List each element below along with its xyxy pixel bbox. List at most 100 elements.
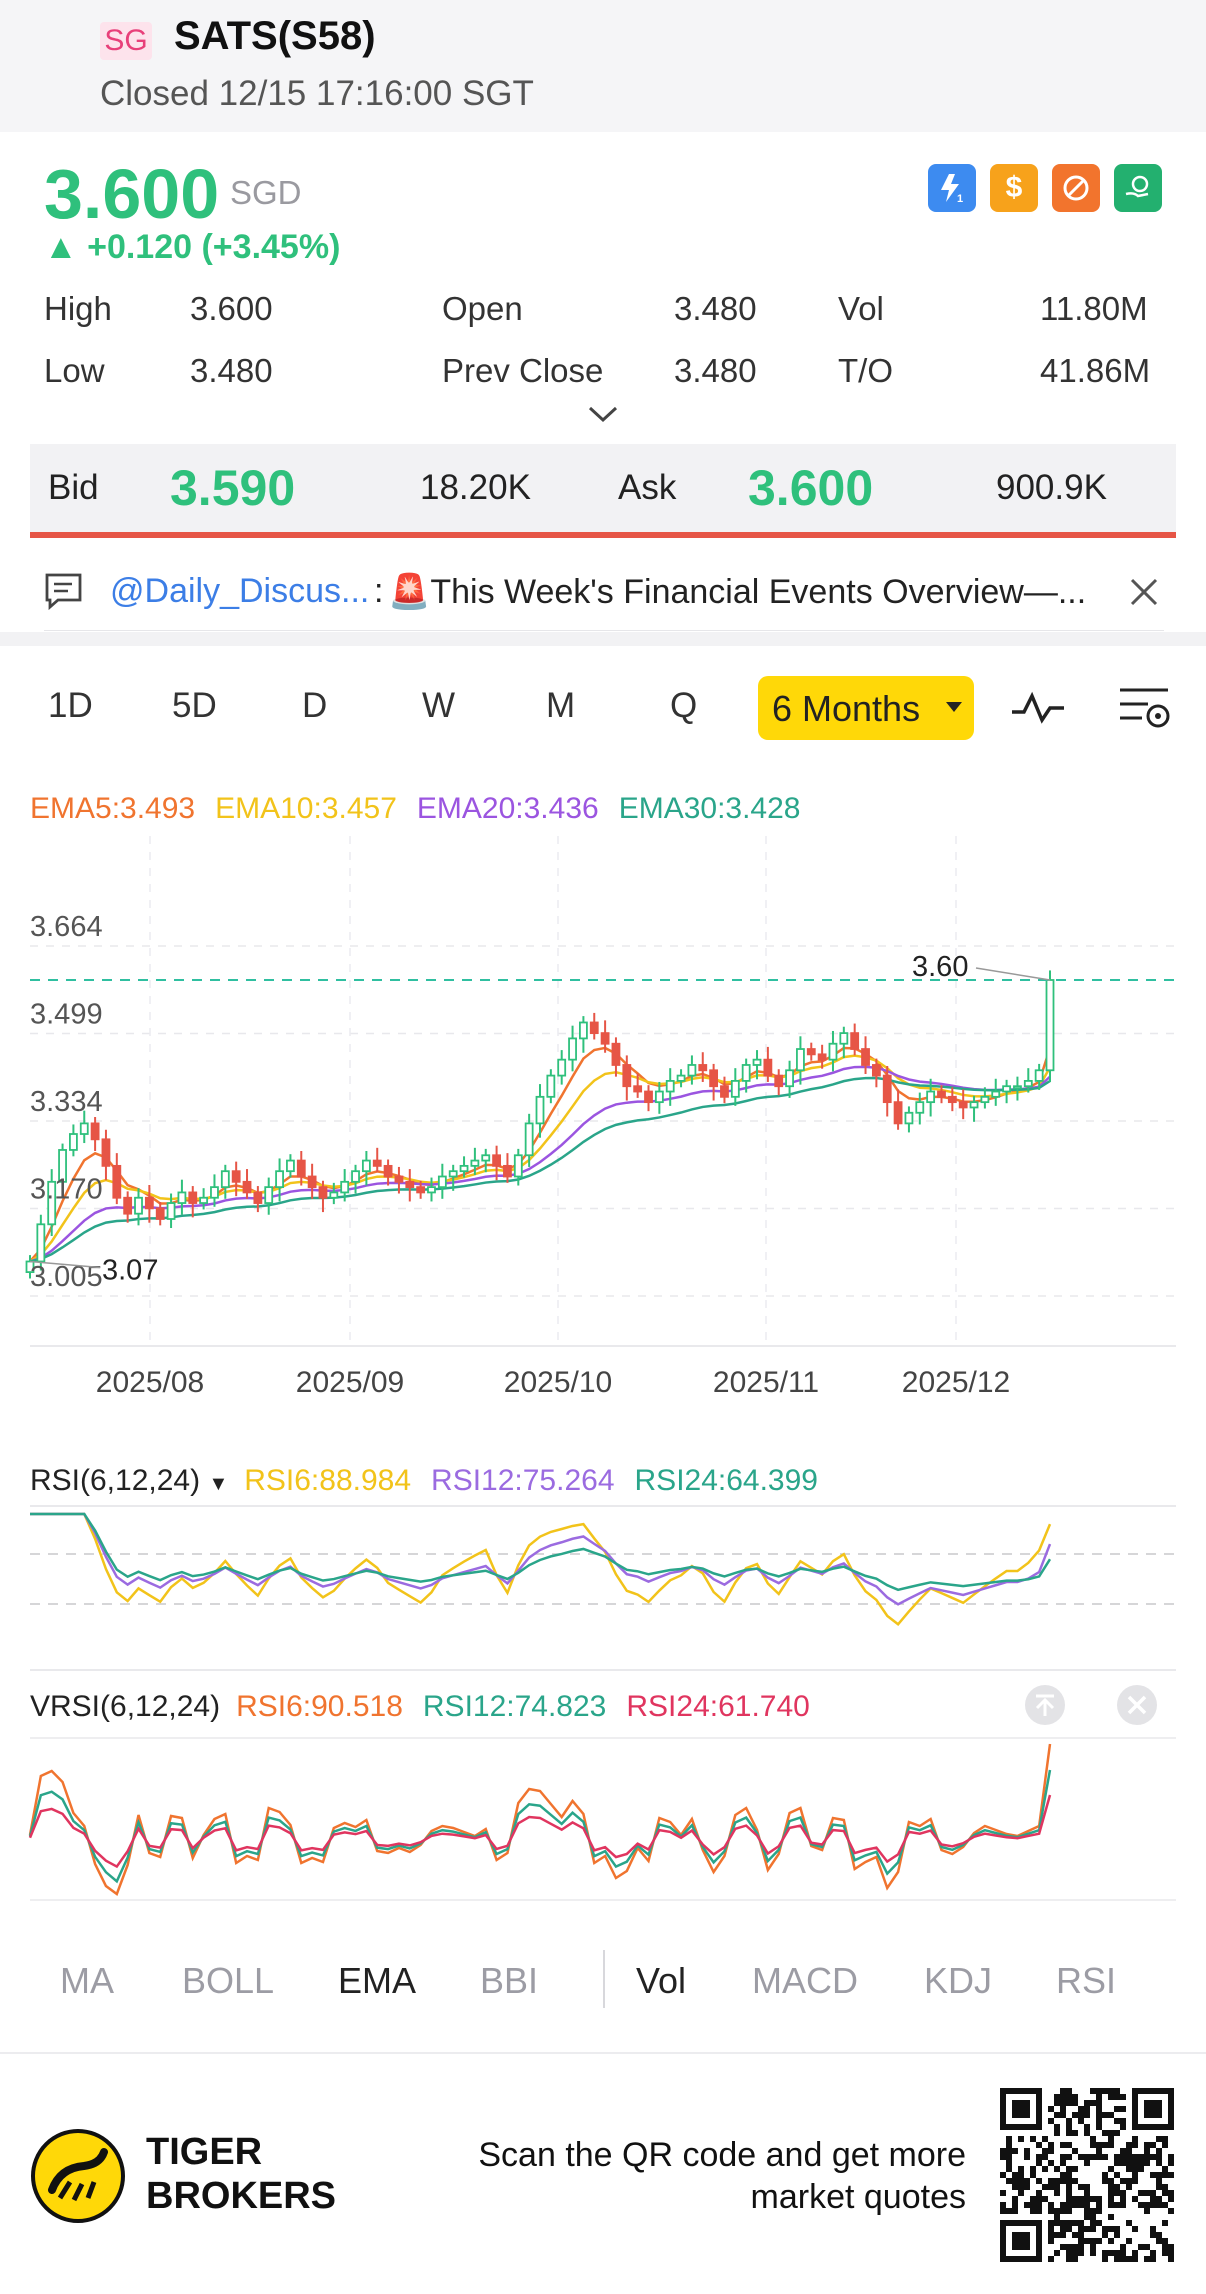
x-tick-label: 2025/10 (504, 1366, 612, 1399)
qr-module (1162, 2184, 1168, 2190)
comment-icon (45, 573, 82, 610)
qr-module (1132, 2160, 1138, 2166)
qr-module (1162, 2190, 1168, 2196)
qr-module (1066, 2250, 1072, 2256)
currency: SGD (230, 174, 302, 211)
candle-body (568, 1037, 577, 1061)
tab-macd[interactable]: MACD (752, 1960, 858, 2001)
candle-body (199, 1196, 209, 1204)
y-tick-label: 3.334 (30, 1086, 103, 1118)
vrsi-chart[interactable] (0, 1730, 1206, 1910)
tiger-logo-icon (31, 2129, 125, 2223)
qr-module (1018, 2172, 1024, 2178)
indicator-wave-icon[interactable] (1010, 686, 1066, 730)
qr-module (1066, 2220, 1072, 2226)
candle-body (600, 1032, 610, 1045)
candle-body (1002, 1085, 1011, 1093)
tab-range-dropdown[interactable]: 6 Months (758, 676, 974, 740)
hand-coin-icon[interactable] (1114, 164, 1162, 212)
qr-module (1066, 2118, 1072, 2124)
qr-module (1012, 2196, 1018, 2202)
tab-week[interactable]: W (422, 686, 456, 725)
candle-body (752, 1058, 762, 1066)
qr-module (1150, 2232, 1156, 2238)
tab-vol[interactable]: Vol (636, 1960, 687, 2001)
turnover-value: 41.86M (1040, 352, 1151, 389)
qr-module (1156, 2178, 1162, 2184)
rsi-dropdown-icon[interactable]: ▼ (208, 1473, 229, 1495)
turnover-label: T/O (838, 352, 893, 389)
candle-body (340, 1180, 350, 1194)
rsi-chart[interactable] (0, 1504, 1206, 1684)
qr-module (1138, 2154, 1144, 2160)
qr-module (1036, 2208, 1042, 2214)
qr-module (1072, 2094, 1078, 2100)
tab-ma[interactable]: MA (60, 1960, 114, 2001)
tab-ema[interactable]: EMA (338, 1960, 417, 2001)
qr-module (1090, 2226, 1096, 2232)
tab-range-label: 6 Months (772, 688, 921, 729)
news-author[interactable]: @Daily_Discus... (110, 572, 370, 610)
ema30-legend: EMA30:3.428 (618, 792, 801, 825)
qr-module (1054, 2094, 1060, 2100)
chart-settings-icon[interactable] (1118, 684, 1172, 734)
qr-module (1066, 2172, 1072, 2178)
qr-module (1114, 2226, 1120, 2232)
qr-module (1114, 2190, 1120, 2196)
candle-body (557, 1058, 567, 1077)
tab-month[interactable]: M (546, 686, 576, 725)
qr-module (1108, 2214, 1114, 2220)
qr-module (1018, 2184, 1024, 2190)
qr-module (1078, 2118, 1084, 2124)
expand-chevron-icon[interactable] (586, 404, 620, 431)
rsi24-legend: RSI24:64.399 (634, 1464, 818, 1497)
tab-kdj[interactable]: KDJ (924, 1960, 993, 2001)
qr-module (1060, 2160, 1066, 2166)
qr-module (1090, 2208, 1096, 2214)
lightning-1-icon[interactable]: 1 (928, 164, 976, 212)
tab-bbi[interactable]: BBI (480, 1960, 539, 2001)
qr-module (1096, 2196, 1102, 2202)
qr-module (1120, 2094, 1126, 2100)
qr-module (1090, 2154, 1096, 2160)
qr-module (1150, 2172, 1156, 2178)
news-separator: : (374, 572, 384, 610)
candle-body (644, 1090, 653, 1104)
qr-module (1072, 2112, 1078, 2118)
news-ticker[interactable]: @Daily_Discus... : 🚨This Week's Financia… (44, 558, 1164, 628)
tab-quarter[interactable]: Q (670, 686, 698, 725)
qr-module (1114, 2160, 1120, 2166)
dollar-icon[interactable]: $ (990, 164, 1038, 212)
qr-module (1066, 2088, 1072, 2094)
qr-module (1120, 2202, 1126, 2208)
high-callout-label: 3.60 (912, 951, 968, 983)
candlestick-chart[interactable]: 3.664 3.499 3.334 3.170 3.005 2025/08 2025/09 2… (0, 836, 1206, 1476)
tab-day[interactable]: D (302, 686, 328, 725)
tab-boll[interactable]: BOLL (182, 1960, 275, 2001)
news-headline[interactable]: 🚨This Week's Financial Events Overview—.… (388, 573, 1087, 611)
close-icon[interactable] (1128, 576, 1160, 608)
qr-module (1042, 2136, 1048, 2142)
rsi-legend[interactable]: RSI(6,12,24) ▼ RSI6:88.984 RSI12:75.264 RSI… (30, 1464, 818, 1498)
qr-module (1060, 2178, 1066, 2184)
rsi12-legend: RSI12:75.264 (431, 1464, 615, 1497)
no-short-icon[interactable] (1052, 164, 1100, 212)
qr-module (1078, 2106, 1084, 2112)
tab-5d[interactable]: 5D (172, 686, 217, 725)
candle-body (220, 1170, 230, 1189)
vrsi12-legend: RSI12:74.823 (422, 1690, 607, 1723)
candle-body (47, 1180, 57, 1226)
candle-body (253, 1191, 263, 1204)
close-indicator-icon[interactable] (1116, 1684, 1158, 1726)
candle-body (633, 1085, 643, 1093)
qr-module (1114, 2184, 1120, 2190)
vrsi12-line (28, 1769, 1052, 1884)
qr-module (1090, 2244, 1096, 2250)
pin-top-icon[interactable] (1024, 1684, 1066, 1726)
y-tick-label: 3.664 (30, 911, 103, 943)
qr-module (1108, 2136, 1114, 2142)
tab-rsi[interactable]: RSI (1056, 1960, 1117, 2001)
qr-module (1006, 2142, 1012, 2148)
qr-module (1048, 2202, 1054, 2208)
tab-1d[interactable]: 1D (48, 686, 93, 725)
